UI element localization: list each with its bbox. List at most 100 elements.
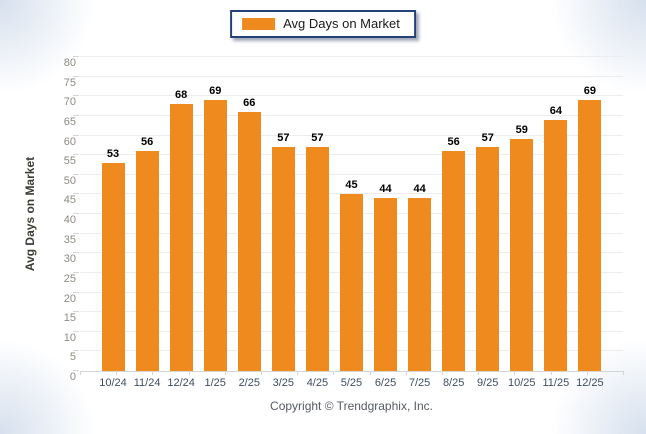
bar-value-label: 69: [583, 85, 597, 98]
x-tick-label: 1/25: [204, 377, 226, 389]
x-tick-label: 10/24: [99, 377, 127, 389]
bar-slot: 45: [334, 57, 368, 371]
bar-value-label: 64: [549, 104, 562, 117]
x-tick-mark: [405, 371, 407, 375]
bar: [101, 162, 125, 371]
bar-slot: 56: [437, 57, 471, 371]
copyright-text: Copyright © Trendgraphix, Inc.: [270, 399, 433, 413]
y-tick-mark: [73, 350, 79, 352]
bar: [237, 111, 261, 371]
bar: [135, 151, 159, 371]
y-tick-mark: [73, 173, 79, 175]
x-tick-label: 3/25: [272, 377, 295, 389]
x-axis-line: [80, 371, 623, 372]
bar-value-label: 57: [311, 132, 324, 145]
y-tick-mark: [73, 311, 79, 313]
x-tick-label: 8/25: [442, 377, 465, 389]
bar-value-label: 56: [140, 136, 154, 149]
x-tick-mark: [369, 371, 371, 375]
bar-slot: 69: [573, 57, 607, 371]
bar-value-label: 69: [209, 85, 222, 98]
bar: [544, 119, 568, 371]
x-tick-label: 4/25: [306, 377, 329, 389]
x-tick-mark: [297, 371, 299, 375]
x-tick-mark: [442, 371, 443, 375]
bar-slot: 69: [198, 57, 232, 371]
bar-value-label: 44: [413, 183, 426, 196]
x-tick-label: 5/25: [340, 377, 363, 389]
x-tick-mark: [623, 371, 624, 375]
y-tick-mark: [73, 56, 79, 57]
bar: [442, 151, 466, 371]
gridline: [80, 193, 623, 195]
x-tick-mark: [80, 371, 81, 375]
bar: [510, 139, 534, 371]
bar: [203, 100, 227, 371]
gridline: [80, 154, 623, 156]
bar-slot: 56: [130, 57, 164, 371]
x-tick-mark: [514, 371, 516, 375]
y-tick-mark: [73, 114, 79, 116]
legend-swatch-icon: [242, 18, 276, 30]
x-tick-label: 7/25: [408, 377, 431, 389]
y-tick-mark: [73, 95, 79, 97]
bar: [476, 147, 500, 371]
bar: [169, 104, 193, 371]
legend: Avg Days on Market: [230, 10, 416, 38]
y-axis-title: Avg Days on Market: [23, 156, 37, 272]
bar: [339, 194, 363, 371]
x-tick-mark: [586, 371, 588, 375]
x-tick-mark: [224, 371, 226, 375]
x-tick-mark: [333, 371, 335, 375]
x-tick-label: 11/24: [133, 377, 161, 389]
legend-label: Avg Days on Market: [283, 16, 400, 31]
bar-value-label: 53: [106, 147, 120, 160]
y-tick-mark: [73, 213, 79, 214]
x-tick-mark: [152, 371, 154, 375]
x-axis-tick-labels: 10/24 11/24 12/24 1/25 2/25 3/25 4/25 5/25 6/25 7…: [80, 377, 623, 389]
gridline: [80, 56, 623, 57]
x-tick-label: 9/25: [477, 377, 499, 389]
gridline: [80, 173, 623, 175]
y-tick-mark: [73, 271, 79, 273]
y-tick-mark: [73, 193, 79, 195]
x-tick-label: 12/24: [167, 377, 195, 389]
y-tick-mark: [73, 154, 79, 156]
bar: [271, 147, 295, 371]
bar: [408, 198, 432, 371]
x-tick-label: 11/25: [542, 377, 570, 389]
gridline: [80, 95, 623, 97]
gridline: [80, 134, 623, 136]
bar-slot: 64: [539, 57, 573, 371]
x-tick-mark: [188, 371, 190, 375]
bar-slot: 57: [300, 57, 334, 371]
y-tick-mark: [73, 134, 79, 136]
y-axis-tick-labels: 0 5 10 15 20 25 30 35 40 45 50 55 60 65 70 75 80: [63, 57, 76, 383]
bar-value-label: 57: [481, 132, 494, 145]
x-tick-mark: [478, 371, 480, 375]
x-tick-label: 2/25: [238, 377, 260, 389]
bar-series: 53 56 68 69 66 57 57 45 44 44 56 57 59 64 69: [80, 57, 623, 371]
bar: [578, 100, 602, 371]
x-tick-mark: [550, 371, 552, 375]
bar-value-label: 57: [277, 132, 290, 145]
bar-slot: 53: [96, 57, 130, 371]
x-tick-mark: [261, 371, 262, 375]
y-tick-mark: [73, 252, 79, 254]
x-tick-label: 10/25: [508, 377, 536, 389]
y-tick-mark: [73, 330, 79, 332]
y-tick-mark: [73, 291, 79, 293]
bar-value-label: 59: [515, 124, 528, 137]
bar-value-label: 45: [345, 179, 358, 192]
x-tick-mark: [116, 371, 118, 375]
bar: [305, 147, 329, 371]
gridline: [80, 75, 623, 77]
x-tick-label: 12/25: [576, 377, 604, 389]
bar-value-label: 68: [175, 89, 188, 102]
bar-slot: 57: [471, 57, 505, 371]
bar-slot: 44: [369, 57, 403, 371]
gridline: [80, 114, 623, 116]
bar-slot: 59: [505, 57, 539, 371]
bar-slot: 57: [266, 57, 300, 371]
